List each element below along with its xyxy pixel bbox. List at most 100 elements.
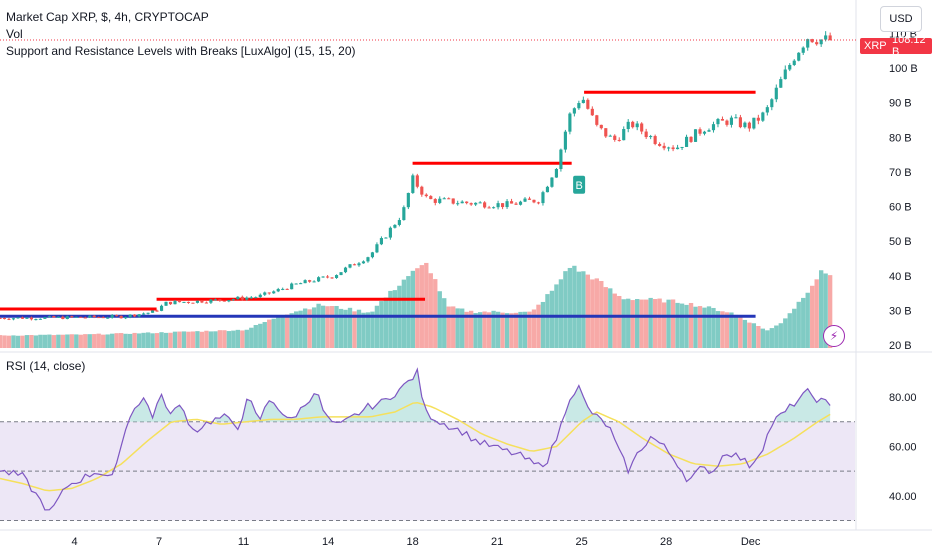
candle-body (693, 129, 698, 142)
candle (474, 202, 478, 207)
candle-body (474, 202, 478, 205)
main-series-legend[interactable]: Market Cap XRP, $, 4h, CRYPTOCAP (6, 10, 209, 24)
volume-bar (765, 330, 770, 348)
candle-body (272, 291, 276, 294)
rsi-legend[interactable]: RSI (14, close) (6, 359, 86, 373)
candle (133, 314, 137, 318)
volume-bar (626, 298, 631, 348)
candle (689, 136, 693, 143)
volume-bar (670, 299, 676, 348)
candle-body (424, 194, 428, 197)
candle (658, 142, 662, 147)
volume-bar (608, 288, 613, 348)
currency-unit-button[interactable]: USD (880, 6, 922, 32)
volume-bar (684, 304, 689, 348)
candle-body (182, 301, 186, 303)
candle-body (590, 108, 594, 116)
candle (195, 300, 200, 304)
lightning-icon[interactable]: ⚡ (823, 325, 845, 347)
candle-body (155, 310, 159, 312)
candle-body (29, 317, 33, 320)
candle (568, 112, 572, 135)
candle (586, 98, 590, 110)
volume-bar (311, 307, 317, 348)
candle (554, 168, 558, 178)
price-axis-tick-label: 80 B (889, 132, 912, 144)
candle (509, 198, 514, 204)
candle (0, 317, 2, 319)
volume-bar (715, 311, 721, 348)
volume-bar (442, 298, 447, 348)
candle (56, 316, 60, 318)
candle (662, 142, 666, 151)
candle-body (92, 315, 96, 318)
candle-body (137, 314, 141, 317)
candle-body (438, 198, 442, 203)
candle (460, 200, 464, 204)
candle-body (0, 318, 2, 319)
volume-bar (451, 306, 456, 348)
candle (150, 310, 155, 313)
volume-bar (217, 330, 223, 348)
candle-body (595, 115, 599, 125)
candle (420, 185, 424, 197)
candle-body (168, 301, 173, 305)
candle (222, 300, 226, 302)
volume-bar (110, 333, 115, 348)
candle-body (662, 145, 666, 149)
indicator-legend[interactable]: Support and Resistance Levels with Break… (6, 44, 356, 58)
volume-bar (679, 303, 685, 348)
candle (245, 296, 249, 301)
candle (738, 114, 742, 129)
candle (465, 201, 469, 205)
candle-body (572, 108, 576, 114)
candle (388, 226, 392, 240)
candle-body (227, 300, 231, 302)
candle (124, 316, 128, 320)
candle (370, 251, 375, 259)
candle (599, 124, 603, 130)
candle (70, 315, 74, 318)
volume-bar (720, 311, 725, 348)
candle (819, 39, 823, 47)
candle (249, 296, 253, 299)
volume-bar (477, 312, 483, 348)
candle-body (514, 203, 518, 205)
volume-bar (302, 308, 308, 348)
candle-body (415, 175, 419, 187)
break-label-box (573, 175, 586, 194)
candle-body (20, 317, 25, 319)
candle-body (568, 113, 572, 132)
volume-bar (513, 312, 519, 348)
volume-bar (617, 295, 622, 348)
candle-body (70, 316, 74, 318)
volume-bar (51, 335, 57, 348)
volume-bar (190, 331, 196, 348)
candle-body (635, 123, 639, 128)
volume-bar (742, 319, 748, 348)
candle (563, 129, 567, 153)
candle-body (577, 103, 581, 109)
volume-bar (778, 323, 783, 348)
candle (254, 296, 258, 299)
candle-body (402, 207, 406, 221)
candle-body (451, 198, 455, 204)
candle-body (581, 99, 585, 104)
volume-bar (702, 307, 707, 348)
volume-bar (643, 299, 649, 348)
candle (92, 315, 96, 319)
volume-bar (563, 271, 568, 348)
volume-bar (594, 278, 599, 348)
rsi-axis-tick-label: 80.00 (889, 392, 917, 404)
candle-body (631, 121, 635, 128)
candle-body (622, 129, 626, 141)
volume-bar (388, 290, 393, 348)
candle-body (285, 288, 289, 290)
candle (294, 283, 298, 285)
volume-legend[interactable]: Vol (6, 27, 23, 41)
volume-bar (810, 285, 815, 348)
volume-bar (814, 279, 819, 348)
time-axis-tick-label: 28 (660, 536, 672, 548)
